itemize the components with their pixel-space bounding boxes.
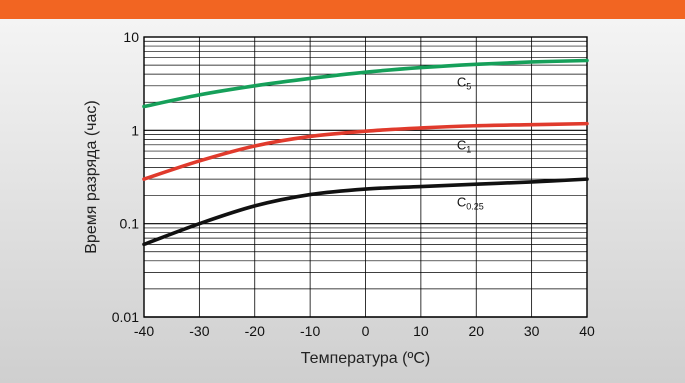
x-tick-label: -30 bbox=[189, 323, 209, 339]
x-tick-label: 0 bbox=[362, 323, 370, 339]
y-tick-label: 10 bbox=[123, 29, 139, 45]
series-label-c5: C5 bbox=[457, 75, 471, 92]
plot-frame bbox=[143, 36, 588, 318]
x-tick-label: 20 bbox=[468, 323, 484, 339]
x-tick-label: -40 bbox=[134, 323, 154, 339]
x-tick-label: 30 bbox=[524, 323, 540, 339]
series-line-c025 bbox=[142, 177, 589, 247]
y-axis-title: Время разряда (час) bbox=[83, 100, 100, 253]
x-tick-label: 10 bbox=[413, 323, 429, 339]
x-tick-label: 40 bbox=[579, 323, 595, 339]
x-tick-label: -10 bbox=[300, 323, 320, 339]
y-tick-label: 0.1 bbox=[120, 216, 140, 232]
series-line-c1 bbox=[142, 121, 589, 181]
accent-bar bbox=[0, 0, 685, 19]
series-label-c025: C0.25 bbox=[457, 195, 484, 212]
y-tick-label: 1 bbox=[131, 122, 139, 138]
series-line-c5 bbox=[142, 58, 589, 109]
x-axis-title: Температура (ºC) bbox=[301, 350, 430, 367]
y-tick-label: 0.01 bbox=[112, 309, 139, 325]
x-tick-label: -20 bbox=[245, 323, 265, 339]
series-label-c1: C1 bbox=[457, 137, 471, 154]
